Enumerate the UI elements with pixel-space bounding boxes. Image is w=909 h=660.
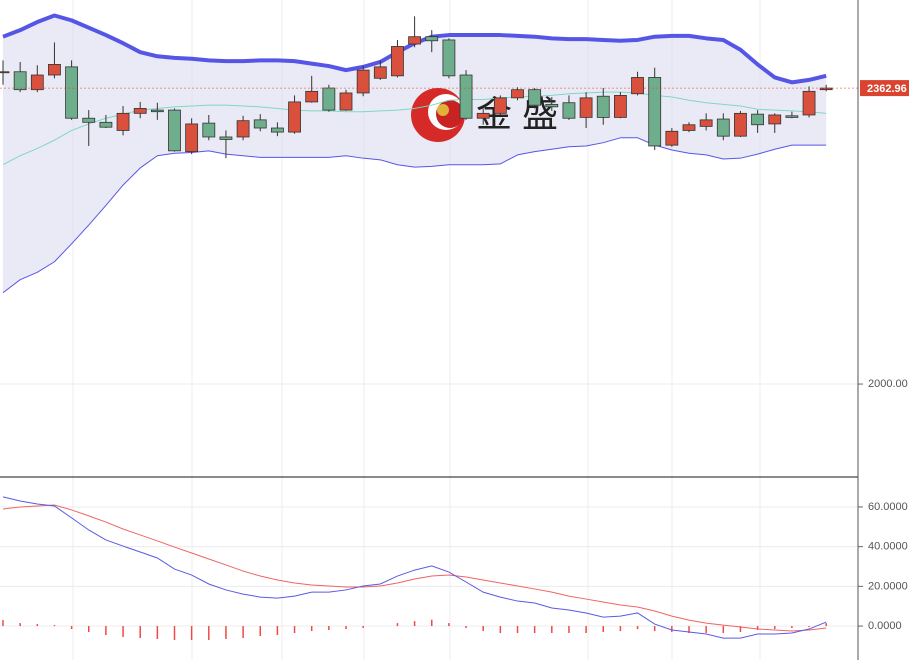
band-area (3, 15, 827, 293)
candle-body (459, 74, 473, 119)
candle-body (13, 71, 27, 91)
watermark-logo (411, 88, 465, 142)
candle-body (30, 74, 44, 91)
candle-body (819, 87, 833, 91)
candle-body (442, 39, 456, 77)
candle-body (734, 112, 747, 137)
candle-body (802, 90, 816, 116)
candle-body (562, 102, 576, 119)
candle-body (425, 36, 439, 42)
candle-body (699, 119, 713, 127)
candle-body (614, 95, 627, 118)
candle-body (253, 119, 267, 129)
candle-body (682, 124, 696, 131)
logo-ball (437, 104, 449, 116)
candle-body (168, 109, 181, 152)
candle-body (631, 77, 644, 95)
candle-body (288, 101, 301, 133)
candle-body (322, 87, 336, 111)
y-tick-label: 20.0000 (868, 580, 908, 592)
candle-body (579, 97, 593, 118)
candle-body (751, 113, 764, 126)
candle-body (219, 136, 233, 140)
candle-body (356, 69, 370, 94)
candle-body (65, 66, 78, 119)
candle-body (408, 36, 422, 45)
y-tick-label: 40.0000 (868, 541, 908, 553)
candle-body (116, 112, 130, 131)
indicator-line (2, 504, 827, 632)
candle-body (511, 89, 524, 99)
candle-body (0, 71, 10, 74)
candle-body (596, 95, 610, 118)
candle-body (150, 109, 164, 113)
candle-body (545, 103, 559, 108)
watermark-text: 金 盛 (476, 94, 558, 135)
candle-body (305, 90, 319, 103)
band-line (2, 137, 827, 294)
candle-body (82, 117, 96, 123)
candle-body (373, 66, 387, 79)
candle-body (391, 46, 404, 77)
candle-body (476, 112, 490, 119)
candle-body (785, 115, 799, 118)
indicator-line (2, 496, 827, 639)
candle-body (493, 97, 507, 114)
y-tick-label: 0.0000 (868, 620, 902, 632)
y-tick-label: 60.0000 (868, 501, 908, 513)
candle-body (99, 121, 113, 128)
last-price-label: 2362.96 (867, 83, 907, 95)
last-price-box (860, 80, 909, 97)
y-tick-label: 2000.00 (868, 378, 908, 390)
candle-body (270, 127, 284, 133)
candle-body (528, 89, 542, 106)
candle-body (236, 120, 250, 138)
candle-body (339, 92, 353, 111)
candle-body (648, 77, 662, 147)
candle-body (185, 123, 199, 153)
candle-body (48, 64, 61, 76)
candle-body (133, 108, 147, 114)
candle-body (716, 118, 730, 137)
candle-body (665, 130, 679, 146)
candle-body (202, 122, 216, 138)
candle-body (768, 114, 782, 125)
